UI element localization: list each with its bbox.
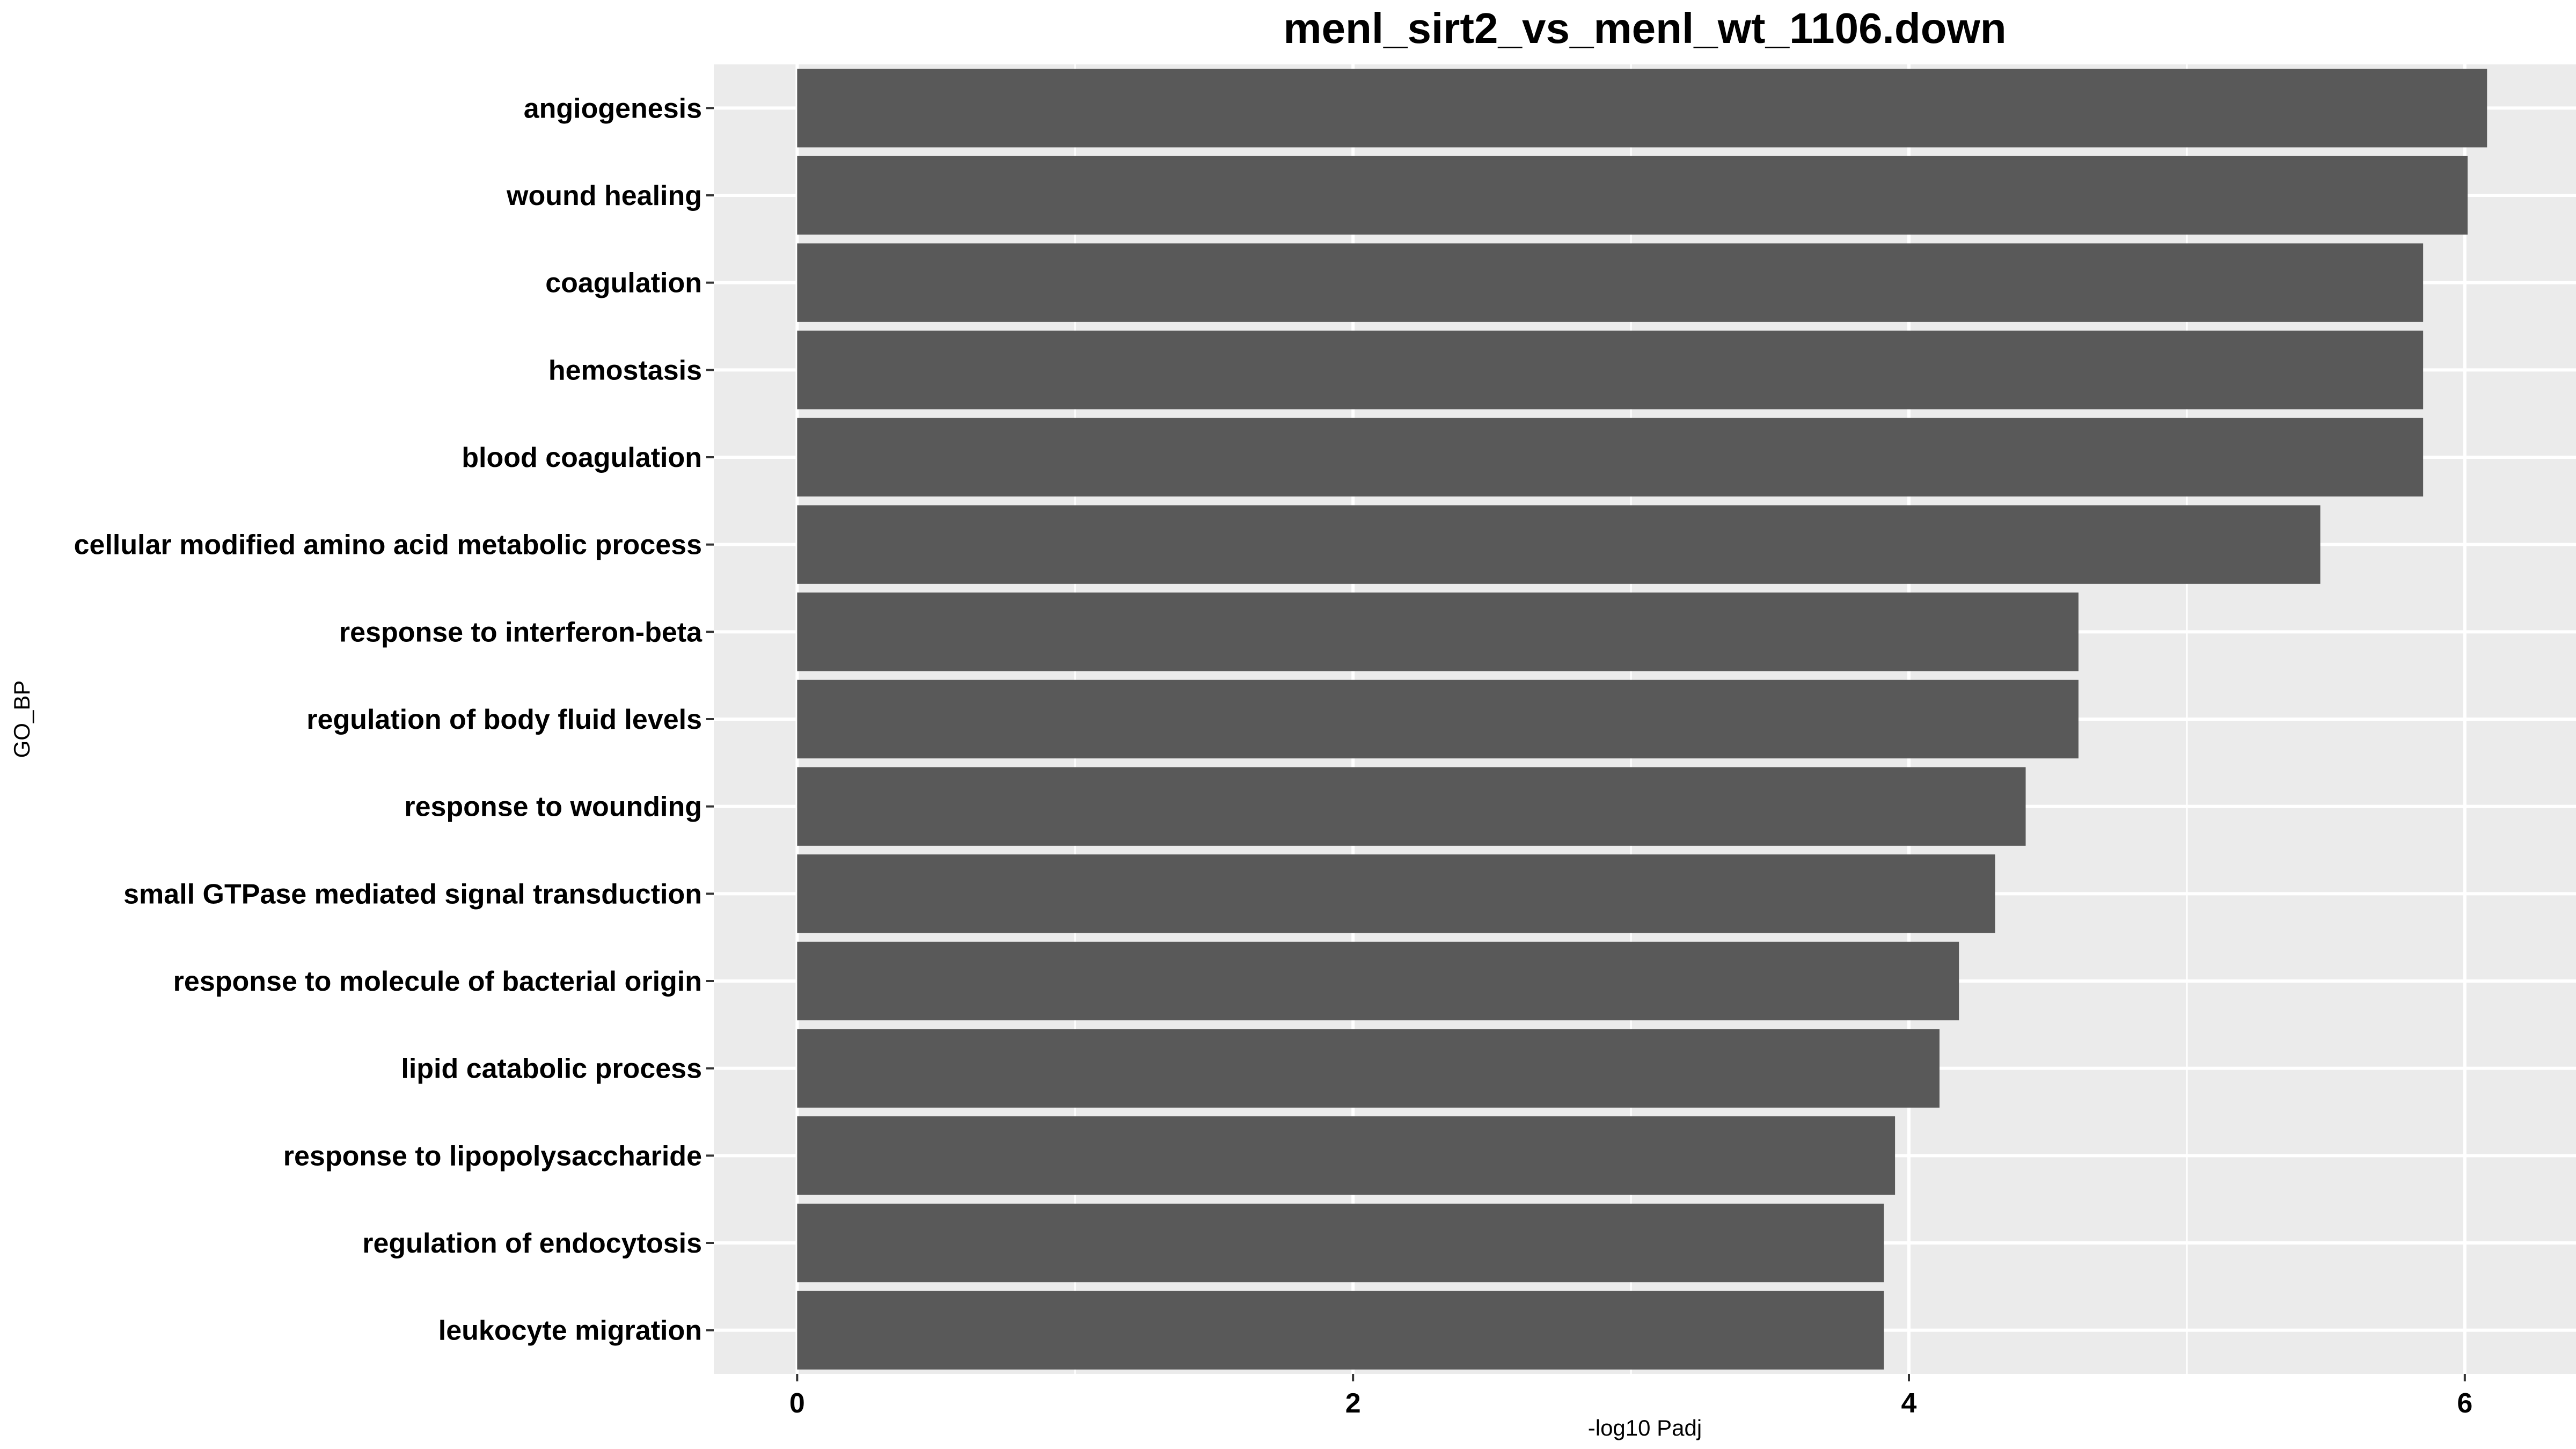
bar [797, 1203, 1884, 1283]
bars [797, 69, 2487, 1370]
bar [797, 156, 2468, 235]
bar [797, 1116, 1896, 1195]
y-tick-label: cellular modified amino acid metabolic p… [74, 530, 702, 561]
bar [797, 941, 1959, 1021]
bar [797, 331, 2424, 409]
y-tick-label: angiogenesis [524, 93, 702, 124]
bar [797, 418, 2424, 497]
bar [797, 505, 2321, 584]
bar [797, 854, 1995, 933]
x-tick-label: 0 [789, 1388, 805, 1419]
y-axis-title: GO_BP [9, 680, 34, 758]
x-axis-title: -log10 Padj [1588, 1415, 1702, 1440]
x-tick-label: 4 [1901, 1388, 1917, 1419]
y-tick-label: coagulation [545, 268, 702, 299]
y-tick-label: response to wounding [404, 792, 702, 823]
y-tick-label: hemostasis [548, 355, 702, 386]
y-tick-label: wound healing [506, 180, 702, 211]
bar [797, 1029, 1940, 1108]
y-tick-label: small GTPase mediated signal transductio… [123, 879, 702, 910]
bar [797, 69, 2487, 148]
bar [797, 1291, 1884, 1370]
y-tick-label: response to interferon-beta [339, 617, 702, 648]
x-tick-label: 6 [2457, 1388, 2472, 1419]
y-tick-label: regulation of body fluid levels [306, 704, 702, 735]
bar [797, 679, 2079, 759]
y-tick-label: leukocyte migration [438, 1315, 702, 1346]
x-tick-label: 2 [1345, 1388, 1361, 1419]
chart-title: menl_sirt2_vs_menl_wt_1106.down [1283, 4, 2006, 52]
bar [797, 767, 2026, 846]
y-tick-label: response to molecule of bacterial origin [173, 966, 702, 997]
y-tick-label: response to lipopolysaccharide [283, 1140, 702, 1172]
bar [797, 592, 2079, 671]
y-tick-label: regulation of endocytosis [362, 1228, 702, 1259]
bar [797, 243, 2424, 322]
y-tick-label: lipid catabolic process [401, 1053, 702, 1085]
y-tick-label: blood coagulation [462, 442, 702, 473]
x-axis: 0 2 4 6 [789, 1374, 2472, 1419]
y-axis: angiogenesis wound healing coagulation hemo… [74, 93, 714, 1346]
